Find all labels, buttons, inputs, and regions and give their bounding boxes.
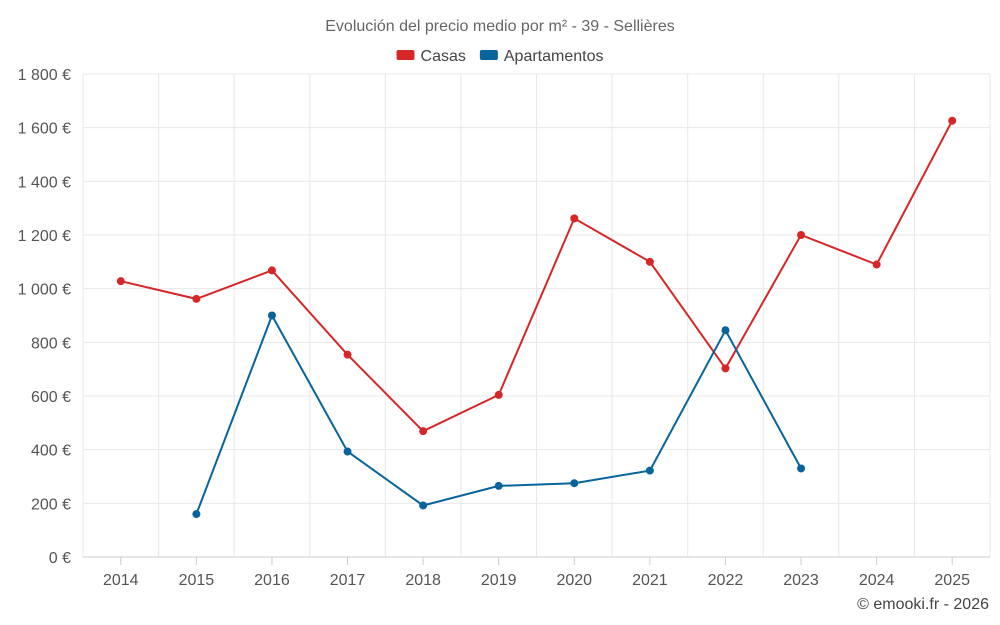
- x-tick-label: 2017: [330, 572, 366, 589]
- x-tick-label: 2024: [859, 572, 895, 589]
- data-point-apartamentos-2023[interactable]: [797, 464, 806, 473]
- y-tick-label: 1 400 €: [18, 174, 71, 191]
- legend-swatch-apartamentos[interactable]: [479, 50, 498, 60]
- y-tick-label: 0 €: [49, 550, 71, 567]
- x-tick-label: 2022: [708, 572, 744, 589]
- data-point-casas-2016[interactable]: [267, 266, 276, 275]
- x-tick-label: 2025: [934, 572, 970, 589]
- data-point-apartamentos-2016[interactable]: [267, 311, 276, 320]
- x-tick-label: 2018: [405, 572, 441, 589]
- x-tick-label: 2021: [632, 572, 668, 589]
- x-tick-label: 2014: [103, 572, 139, 589]
- data-point-casas-2023[interactable]: [797, 231, 806, 239]
- data-point-apartamentos-2020[interactable]: [570, 479, 579, 488]
- data-point-casas-2017[interactable]: [343, 350, 352, 359]
- data-point-casas-2021[interactable]: [645, 257, 654, 266]
- y-tick-label: 800 €: [31, 335, 71, 352]
- data-point-casas-2020[interactable]: [570, 214, 579, 223]
- data-point-casas-2025[interactable]: [948, 116, 957, 125]
- x-tick-label: 2023: [783, 572, 819, 589]
- credit-label: © emooki.fr - 2026: [857, 596, 989, 613]
- series-casas: [116, 116, 957, 436]
- y-tick-label: 1 800 €: [18, 67, 71, 84]
- legend-label-apartamentos: Apartamentos: [504, 48, 604, 65]
- y-tick-label: 1 600 €: [18, 121, 71, 138]
- data-point-apartamentos-2018[interactable]: [419, 501, 428, 510]
- x-tick-label: 2015: [179, 572, 215, 589]
- chart-title: Evolución del precio medio por m² - 39 -…: [325, 18, 674, 35]
- data-point-apartamentos-2017[interactable]: [343, 447, 352, 456]
- data-point-casas-2022[interactable]: [721, 364, 730, 373]
- legend-swatch-casas[interactable]: [396, 50, 415, 60]
- data-point-apartamentos-2015[interactable]: [192, 510, 201, 519]
- y-tick-label: 1 000 €: [18, 282, 71, 299]
- series-layer: [116, 116, 957, 519]
- x-tick-label: 2020: [556, 572, 592, 589]
- data-point-apartamentos-2019[interactable]: [494, 481, 503, 490]
- data-point-apartamentos-2021[interactable]: [645, 466, 654, 475]
- y-tick-label: 600 €: [31, 389, 71, 406]
- data-point-casas-2018[interactable]: [419, 427, 428, 436]
- x-tick-label: 2016: [254, 572, 290, 589]
- y-tick-label: 1 200 €: [18, 228, 71, 245]
- axes: 0 € 200 € 400 € 600 € 800 € 1 000 € 1 200 € 1 4…: [18, 67, 990, 589]
- data-point-apartamentos-2022[interactable]: [721, 326, 730, 335]
- series-line-casas: [120, 120, 954, 433]
- y-tick-label: 400 €: [31, 443, 71, 460]
- y-tick-label: 200 €: [31, 496, 71, 513]
- data-point-casas-2019[interactable]: [494, 390, 503, 399]
- data-point-casas-2024[interactable]: [872, 260, 881, 269]
- series-apartamentos: [192, 311, 806, 519]
- data-point-casas-2015[interactable]: [192, 294, 201, 303]
- x-tick-label: 2019: [481, 572, 517, 589]
- data-point-casas-2014[interactable]: [116, 277, 125, 286]
- legend-label-casas: Casas: [421, 48, 466, 65]
- legend: Casas Apartamentos: [396, 48, 604, 65]
